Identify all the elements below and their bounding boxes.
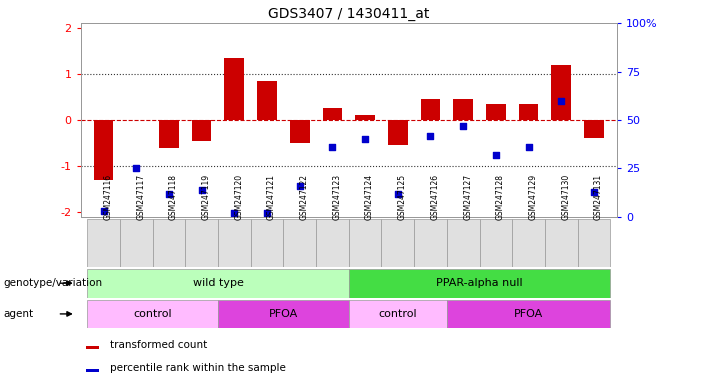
Bar: [578, 219, 611, 267]
Text: GSM247124: GSM247124: [365, 174, 374, 220]
Point: [425, 132, 436, 139]
Text: GSM247129: GSM247129: [529, 174, 538, 220]
Text: GSM247123: GSM247123: [332, 174, 341, 220]
Text: GSM247116: GSM247116: [104, 174, 112, 220]
Point: [196, 187, 207, 193]
Bar: [218, 300, 349, 328]
Bar: [192, 120, 212, 141]
Point: [229, 210, 240, 216]
Text: PPAR-alpha null: PPAR-alpha null: [436, 278, 523, 288]
Text: GSM247117: GSM247117: [136, 174, 145, 220]
Point: [523, 144, 534, 150]
Text: GSM247127: GSM247127: [463, 174, 472, 220]
Point: [458, 123, 469, 129]
Text: GSM247120: GSM247120: [234, 174, 243, 220]
Bar: [322, 108, 342, 120]
Bar: [86, 346, 100, 349]
Bar: [224, 58, 244, 120]
Point: [490, 152, 501, 158]
Bar: [87, 300, 218, 328]
Bar: [447, 219, 479, 267]
Bar: [388, 120, 407, 146]
Text: GSM247118: GSM247118: [169, 174, 178, 220]
Point: [327, 144, 338, 150]
Point: [392, 190, 403, 197]
Text: GSM247130: GSM247130: [562, 174, 571, 220]
Bar: [447, 300, 611, 328]
Bar: [584, 120, 604, 139]
Bar: [87, 219, 120, 267]
Bar: [218, 219, 251, 267]
Bar: [316, 219, 349, 267]
Bar: [479, 219, 512, 267]
Text: transformed count: transformed count: [110, 340, 207, 350]
Point: [163, 190, 175, 197]
Bar: [283, 219, 316, 267]
Bar: [120, 219, 153, 267]
Text: PFOA: PFOA: [268, 309, 298, 319]
Point: [556, 98, 567, 104]
Text: wild type: wild type: [193, 278, 243, 288]
Bar: [486, 104, 505, 120]
Point: [261, 210, 273, 216]
Bar: [86, 369, 100, 372]
Text: agent: agent: [4, 309, 34, 319]
Bar: [545, 219, 578, 267]
Text: GSM247119: GSM247119: [202, 174, 210, 220]
Bar: [87, 269, 349, 298]
Bar: [251, 219, 283, 267]
Text: GSM247128: GSM247128: [496, 174, 505, 220]
Point: [294, 183, 306, 189]
Bar: [349, 269, 611, 298]
Bar: [381, 219, 414, 267]
Point: [360, 136, 371, 142]
Bar: [290, 120, 310, 143]
Bar: [185, 219, 218, 267]
Text: GSM247131: GSM247131: [594, 174, 603, 220]
Text: control: control: [379, 309, 417, 319]
Bar: [349, 219, 381, 267]
Bar: [454, 99, 473, 120]
Text: GSM247121: GSM247121: [267, 174, 276, 220]
Text: GSM247126: GSM247126: [430, 174, 440, 220]
Title: GDS3407 / 1430411_at: GDS3407 / 1430411_at: [268, 7, 430, 21]
Bar: [519, 104, 538, 120]
Bar: [159, 120, 179, 148]
Bar: [512, 219, 545, 267]
Bar: [355, 115, 375, 120]
Bar: [257, 81, 277, 120]
Text: genotype/variation: genotype/variation: [4, 278, 102, 288]
Bar: [349, 300, 447, 328]
Bar: [94, 120, 114, 180]
Bar: [153, 219, 185, 267]
Point: [98, 208, 109, 214]
Bar: [414, 219, 447, 267]
Text: PFOA: PFOA: [514, 309, 543, 319]
Text: GSM247122: GSM247122: [300, 174, 308, 220]
Text: GSM247125: GSM247125: [397, 174, 407, 220]
Bar: [552, 65, 571, 120]
Point: [130, 166, 142, 172]
Bar: [421, 99, 440, 120]
Text: control: control: [133, 309, 172, 319]
Text: percentile rank within the sample: percentile rank within the sample: [110, 363, 286, 373]
Point: [588, 189, 599, 195]
